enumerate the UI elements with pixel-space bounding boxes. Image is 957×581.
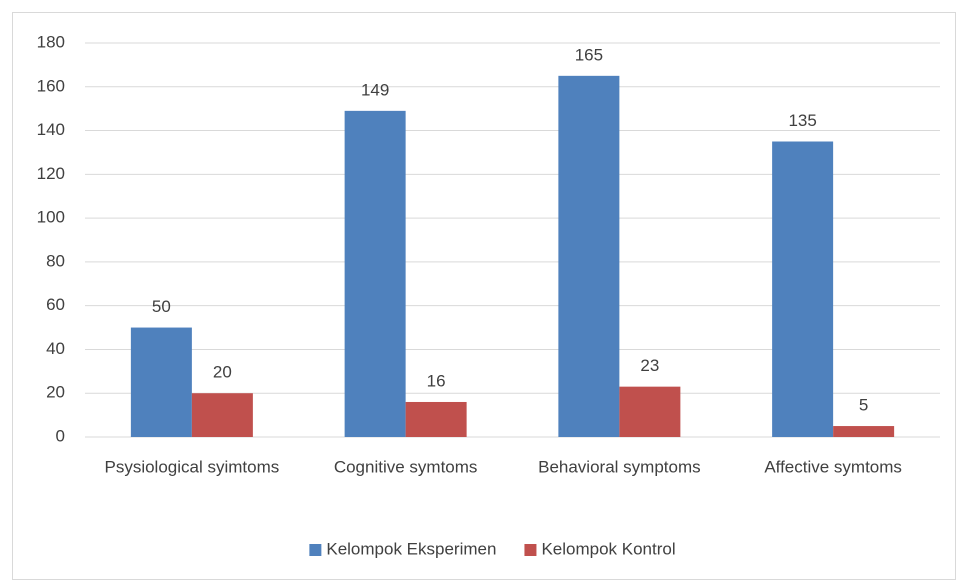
x-tick-label: Affective symtoms bbox=[764, 457, 902, 476]
y-tick-label: 40 bbox=[46, 339, 65, 358]
bar bbox=[558, 75, 620, 437]
y-tick-label: 100 bbox=[37, 208, 65, 227]
y-tick-label: 0 bbox=[56, 426, 65, 445]
data-label: 165 bbox=[575, 45, 603, 64]
bar bbox=[130, 327, 192, 437]
data-label: 50 bbox=[152, 297, 171, 316]
data-label: 16 bbox=[427, 371, 446, 390]
x-tick-label: Behavioral symptoms bbox=[538, 457, 701, 476]
y-tick-label: 180 bbox=[37, 32, 65, 51]
bar bbox=[833, 426, 895, 437]
bar bbox=[191, 393, 253, 437]
x-tick-label: Cognitive symtoms bbox=[334, 457, 478, 476]
y-tick-label: 20 bbox=[46, 383, 65, 402]
data-label: 20 bbox=[213, 363, 232, 382]
data-label: 135 bbox=[788, 111, 816, 130]
data-label: 5 bbox=[859, 396, 868, 415]
y-tick-label: 140 bbox=[37, 120, 65, 139]
x-tick-label: Psysiological syimtoms bbox=[104, 457, 279, 476]
legend-label: Kelompok Kontrol bbox=[541, 539, 675, 558]
y-tick-label: 120 bbox=[37, 164, 65, 183]
bar bbox=[619, 386, 681, 437]
y-tick-label: 80 bbox=[46, 251, 65, 270]
legend-label: Kelompok Eksperimen bbox=[326, 539, 496, 558]
legend-swatch bbox=[309, 544, 322, 556]
data-label: 23 bbox=[640, 356, 659, 375]
y-tick-label: 160 bbox=[37, 76, 65, 95]
bar bbox=[344, 110, 406, 437]
legend-swatch bbox=[524, 544, 537, 556]
bar bbox=[405, 401, 467, 437]
data-label: 149 bbox=[361, 80, 389, 99]
y-tick-label: 60 bbox=[46, 295, 65, 314]
bar bbox=[772, 141, 834, 437]
